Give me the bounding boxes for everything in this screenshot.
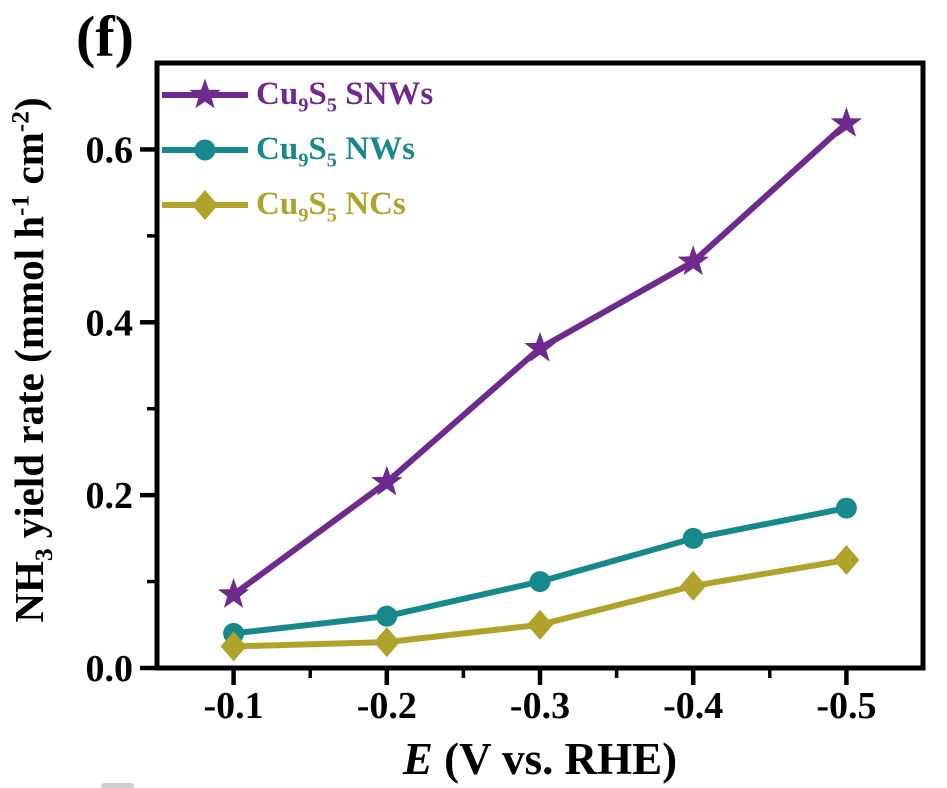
star-marker [830, 107, 863, 137]
cropped-artifact [101, 783, 134, 788]
y-tick-label: 0.6 [86, 129, 134, 171]
x-tick-label: -0.4 [663, 685, 723, 727]
diamond-marker [833, 544, 860, 575]
x-axis-label: E (V vs. RHE) [402, 734, 678, 784]
series-cu9s5-ncs [220, 544, 860, 662]
circle-marker [529, 571, 551, 593]
legend-item-cu9s5-ncs: Cu9S5 NCs [160, 177, 433, 232]
star-marker [371, 465, 403, 496]
star-marker [524, 331, 556, 362]
diamond-marker [220, 631, 247, 662]
diamond-marker [373, 627, 400, 658]
legend-swatch [162, 189, 248, 220]
diamond-marker [527, 609, 553, 640]
circle-marker [376, 605, 398, 627]
diamond-marker [680, 570, 707, 601]
star-marker [189, 78, 221, 108]
plot-border [154, 60, 926, 671]
legend-item-cu9s5-nws: Cu9S5 NWs [160, 122, 433, 177]
star-marker [677, 245, 709, 276]
legend-label: Cu9S5 NWs [256, 131, 415, 172]
series-cu9s5-snws [217, 107, 863, 608]
legend-label: Cu9S5 SNWs [256, 76, 434, 117]
legend-label: Cu9S5 NCs [256, 186, 406, 227]
legend-swatch [162, 139, 248, 160]
x-tick-label: -0.2 [357, 685, 417, 727]
y-tick-label: 0.0 [86, 648, 134, 690]
y-tick-label: 0.4 [86, 302, 134, 344]
x-tick-label: -0.1 [204, 685, 264, 727]
circle-marker [194, 139, 216, 160]
legend-item-cu9s5-snws: Cu9S5 SNWs [160, 67, 433, 122]
legend: Cu9S5 SNWs Cu9S5 NWs Cu9S5 NCs [160, 67, 433, 232]
x-tick-label: -0.5 [816, 685, 876, 727]
star-marker [217, 578, 250, 608]
legend-swatch [162, 78, 248, 108]
circle-marker [682, 527, 704, 549]
circle-marker [835, 497, 857, 519]
panel-label: (f) [76, 4, 134, 69]
x-tick-label: -0.3 [510, 685, 570, 727]
axis-ticks: -0.1 -0.2 -0.3 -0.4 -0.5 0.0 0.2 0.4 0.6 [86, 129, 877, 727]
y-tick-label: 0.2 [86, 475, 134, 517]
diamond-marker [192, 189, 218, 220]
